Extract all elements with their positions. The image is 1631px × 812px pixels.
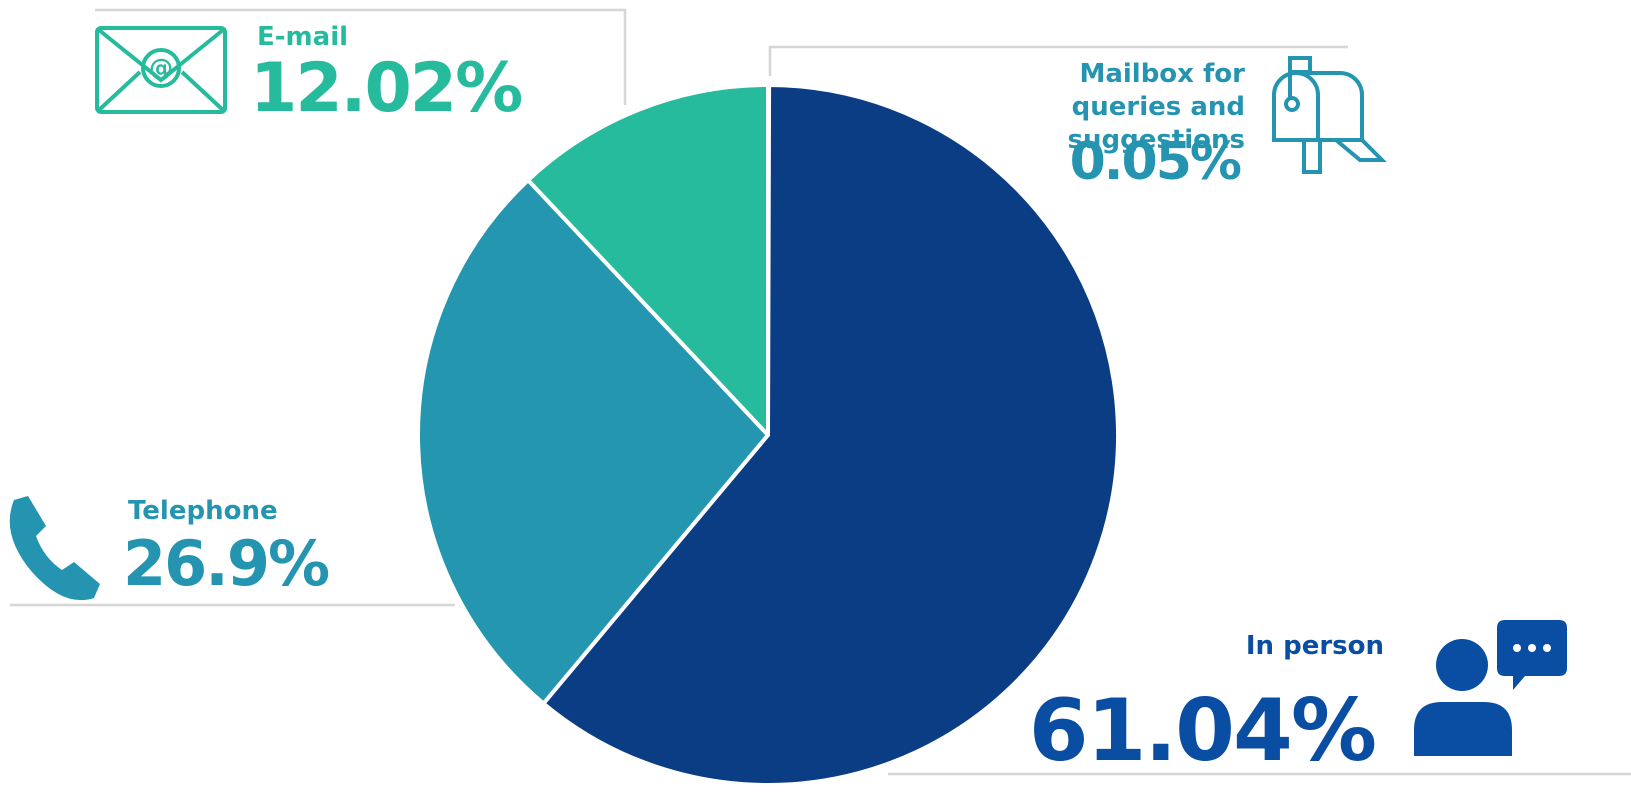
callout-line	[768, 45, 1348, 76]
legend-label: Telephone	[128, 496, 278, 526]
person-icon	[1414, 620, 1567, 756]
svg-text:@: @	[149, 54, 173, 82]
legend-label: In person	[1245, 631, 1384, 661]
value-label: 26.9%	[123, 527, 330, 600]
value-label: 0.05%	[1069, 132, 1242, 192]
pie-slice	[416, 178, 770, 706]
pie-slice	[541, 83, 1120, 787]
callout-line	[95, 8, 627, 105]
value-label: 12.02%	[250, 49, 523, 128]
legend-label: E-mail	[257, 22, 349, 52]
telephone-icon	[9, 496, 101, 601]
email-icon: @	[95, 26, 227, 114]
value-label: 61.04%	[1028, 681, 1377, 781]
legend-label: Mailbox for queries and suggestions	[1067, 59, 1245, 155]
mailbox-icon	[1272, 56, 1387, 174]
pie-slice	[526, 83, 770, 437]
callout-lines	[10, 8, 1631, 776]
pie	[416, 82, 1120, 787]
